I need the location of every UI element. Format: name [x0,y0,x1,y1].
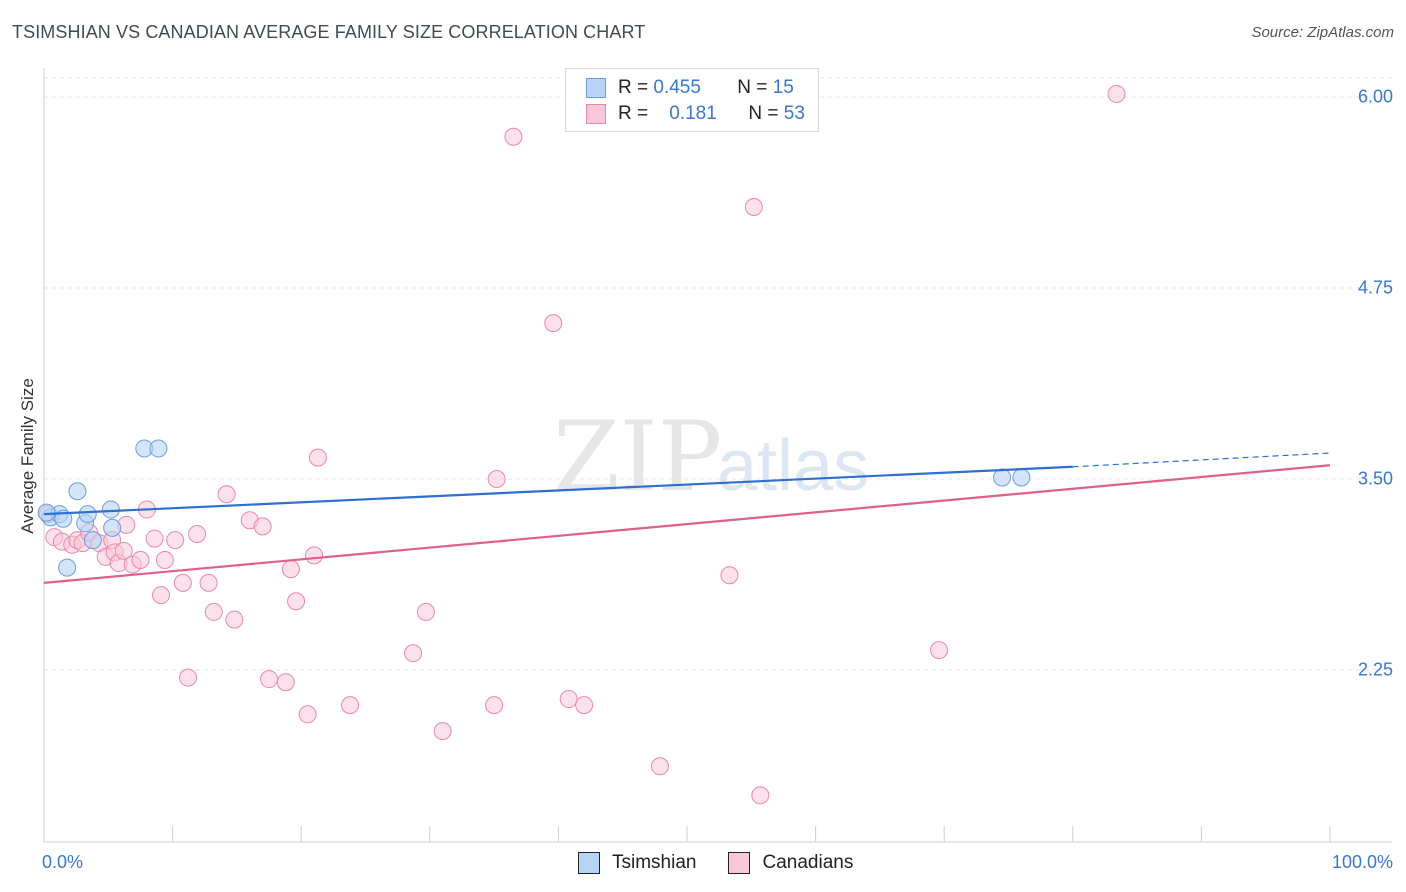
canadians-point [433,722,452,741]
legend-n-value-tsimshian: 15 [772,77,794,98]
canadians-point [166,531,185,550]
legend-r-value-tsimshian: 0.455 [653,77,701,98]
tsimshian-point [78,505,97,524]
canadians-point [155,550,174,569]
canadians-point [173,573,192,592]
canadians-point [225,610,244,629]
y-tick-label: 2.25 [1357,659,1393,680]
canadians-point [416,602,435,621]
legend-r-label: R = [618,77,649,98]
chart-title: TSIMSHIAN VS CANADIAN AVERAGE FAMILY SIZ… [12,22,646,42]
tsimshian-point [68,482,87,501]
canadians-point [298,705,317,724]
legend-row-tsimshian: R = 0.455 N = 15 [586,75,794,101]
canadians-point [650,757,669,776]
canadians-point [131,550,150,569]
tsimshian-point [1012,468,1031,487]
canadians-point [145,529,164,548]
canadians-point [199,573,218,592]
legend-swatch-tsimshian [586,78,606,98]
canadians-point [204,602,223,621]
tsimshian-trendline-extension [1072,452,1331,468]
canadians-point [575,696,594,715]
tsimshian-point [101,500,120,519]
x-tick-label-max: 100.0% [1331,852,1393,872]
canadians-point [720,566,739,585]
canadians-point [341,696,360,715]
legend-r-value-canadians: 0.181 [669,103,717,124]
canadians-trendline [43,464,1331,584]
canadians-point [744,198,763,217]
correlation-legend: R = 0.455 N = 15 R = 0.181 N = 53 [565,68,819,132]
canadians-point [287,592,306,611]
series-label-canadians: Canadians [762,852,854,873]
canadians-point [276,673,295,692]
canadians-point [114,541,133,560]
tsimshian-point [103,518,122,537]
x-tick-label-min: 0.0% [42,852,84,872]
canadians-point [188,525,207,544]
series-legend: Tsimshian Canadians [578,852,885,874]
y-tick-label: 4.75 [1357,277,1393,298]
watermark-zip: ZIP [553,401,722,513]
canadians-point [930,641,949,660]
series-legend-canadians[interactable]: Canadians [728,852,853,874]
tsimshian-point [37,503,56,522]
y-tick-label: 6.00 [1357,86,1393,107]
series-swatch-canadians [728,852,751,874]
legend-n-value-canadians: 53 [783,103,805,124]
tsimshian-point [993,468,1012,487]
canadians-point [485,696,504,715]
canadians-point [253,517,272,536]
series-label-tsimshian: Tsimshian [612,852,697,873]
canadians-point [559,690,578,709]
tsimshian-trendline [43,465,1073,516]
legend-n-label: N = [737,77,768,98]
legend-swatch-canadians [586,104,606,124]
canadians-point [260,670,279,689]
legend-n-label: N = [748,103,779,124]
y-tick-label: 3.50 [1357,468,1393,489]
canadians-point [504,127,523,146]
legend-row-canadians: R = 0.181 N = 53 [586,101,805,127]
canadians-point [305,546,324,565]
canadians-point [179,668,198,687]
canadians-point [404,644,423,663]
canadians-point [751,786,770,805]
canadians-point [152,586,171,605]
canadians-point [281,560,300,579]
source-label: Source: ZipAtlas.com [1251,24,1394,41]
tsimshian-point [83,531,102,550]
tsimshian-point [58,558,77,577]
canadians-point [487,470,506,488]
canadians-point [1107,84,1126,103]
legend-r-label: R = [618,103,649,124]
canadians-point [217,485,236,504]
canadians-point [308,448,327,467]
watermark-atlas: atlas [717,426,869,506]
series-swatch-tsimshian [578,852,600,874]
canadians-point [544,314,563,333]
series-legend-tsimshian[interactable]: Tsimshian [578,852,696,874]
tsimshian-point [149,439,168,458]
